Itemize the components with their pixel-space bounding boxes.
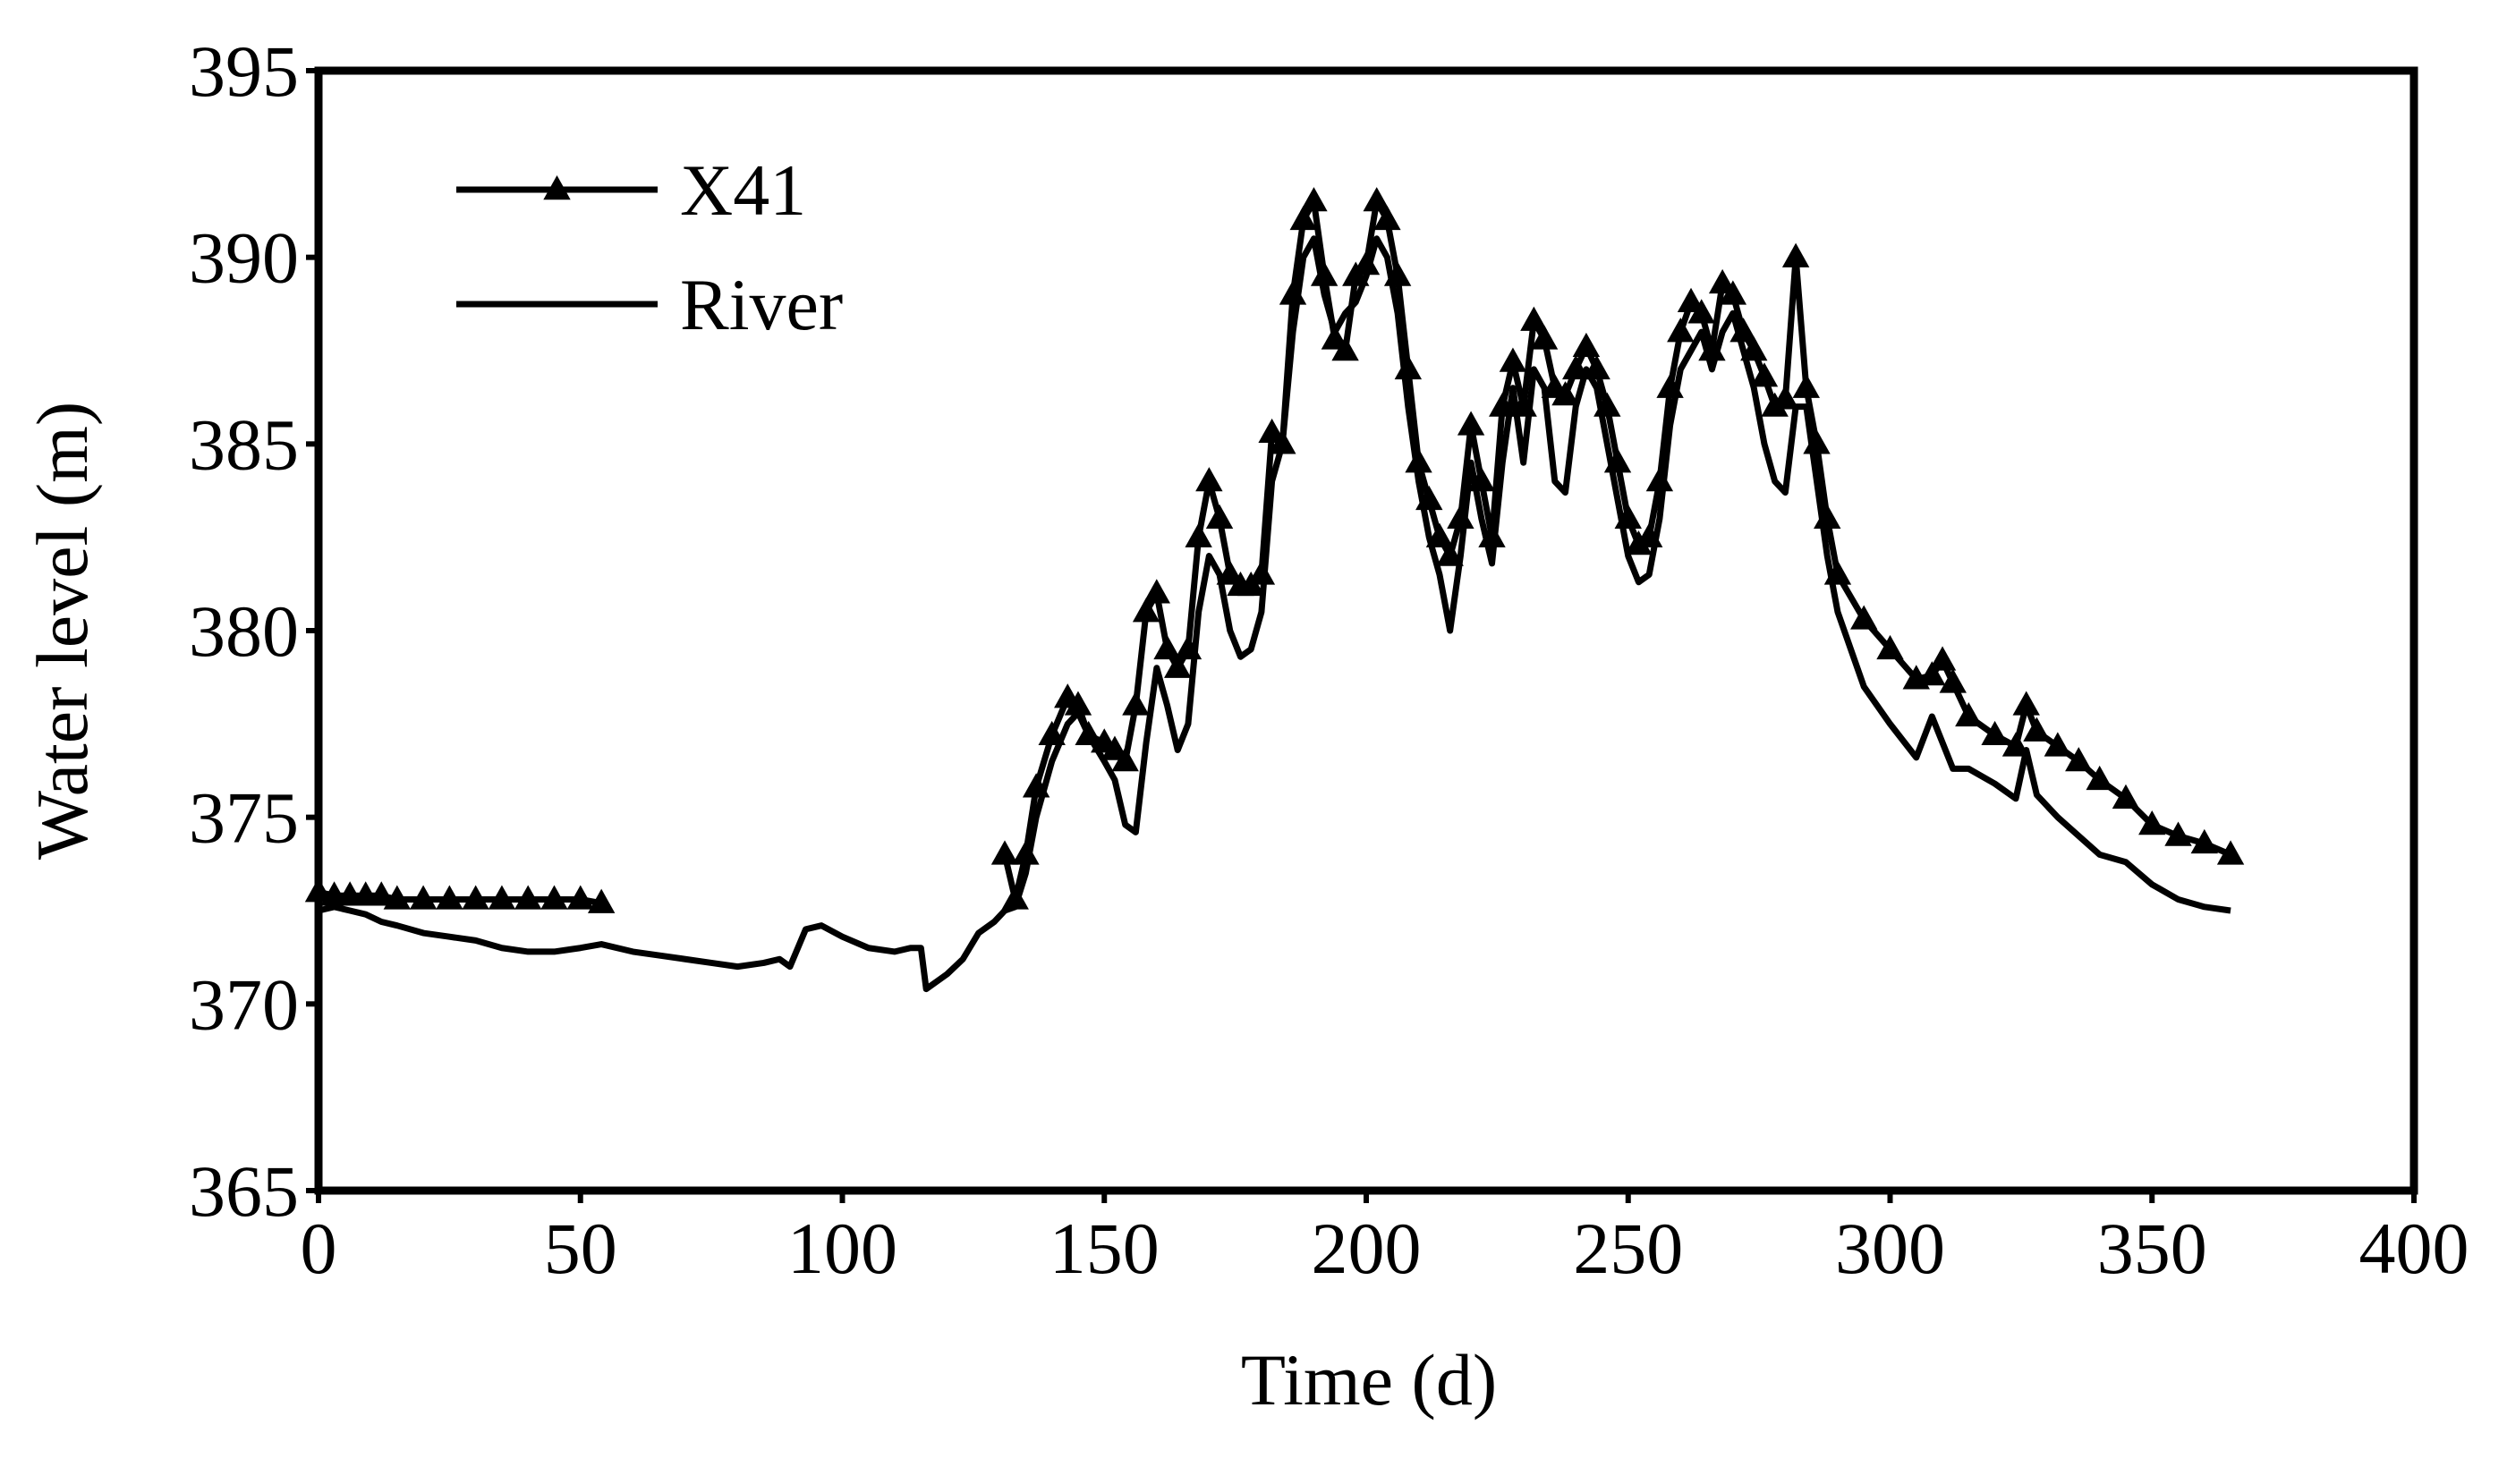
marker [2086, 765, 2113, 791]
marker [1850, 605, 1878, 630]
marker [2023, 717, 2051, 742]
y-tick-label: 365 [189, 1150, 299, 1232]
x-tick-label: 150 [1050, 1208, 1160, 1289]
marker [1394, 354, 1423, 380]
marker [1918, 661, 1946, 686]
marker [1289, 205, 1317, 231]
marker [1876, 634, 1904, 660]
marker [1064, 691, 1092, 716]
marker [2001, 732, 2030, 757]
marker [1530, 325, 1559, 350]
marker [2216, 840, 2245, 865]
y-tick-label: 390 [189, 217, 299, 299]
marker [2164, 821, 2192, 846]
marker [1520, 306, 1548, 331]
marker [1143, 579, 1170, 604]
marker [1373, 205, 1401, 231]
marker [1667, 318, 1695, 343]
legend-label: X41 [680, 149, 806, 231]
marker [540, 885, 568, 910]
y-tick-label: 385 [189, 403, 299, 485]
x-tick-label: 0 [301, 1208, 337, 1289]
marker [1981, 720, 2009, 746]
y-tick-label: 380 [189, 590, 299, 672]
marker [1447, 504, 1474, 529]
marker [1955, 701, 1983, 727]
marker [368, 881, 395, 906]
marker [990, 840, 1019, 865]
x-tick-label: 200 [1312, 1208, 1422, 1289]
marker [2065, 747, 2093, 772]
marker [1331, 336, 1359, 361]
x-tick-label: 100 [787, 1208, 897, 1289]
marker [1205, 504, 1234, 529]
marker [383, 885, 412, 910]
marker [1457, 411, 1485, 436]
marker [1687, 299, 1715, 324]
marker [1645, 467, 1674, 492]
marker [1012, 840, 1040, 865]
marker [2190, 828, 2218, 854]
marker [1111, 747, 1139, 772]
marker [1195, 467, 1223, 492]
marker [1132, 598, 1160, 623]
marker [514, 885, 542, 910]
plot-frame [314, 66, 2418, 1195]
marker [1792, 373, 1821, 398]
y-tick-label: 375 [189, 777, 299, 859]
marker [587, 888, 616, 913]
marker [1772, 385, 1799, 410]
marker [1719, 280, 1747, 305]
marker [2138, 810, 2166, 835]
marker [1247, 560, 1276, 585]
marker [462, 885, 489, 910]
y-tick-label: 395 [189, 30, 299, 112]
marker [2044, 732, 2072, 757]
x-axis-label: Time (d) [1241, 1339, 1497, 1420]
x-tick-label: 50 [544, 1208, 617, 1289]
marker [1310, 261, 1338, 286]
y-tick-label: 370 [189, 963, 299, 1045]
marker [2112, 784, 2140, 809]
marker [1928, 646, 1957, 671]
marker [488, 885, 516, 910]
marker [1781, 242, 1810, 267]
x-tick-label: 350 [2097, 1208, 2207, 1289]
x-tick-label: 250 [1573, 1208, 1683, 1289]
marker [1363, 187, 1390, 212]
y-axis-label: Water level (m) [21, 402, 103, 860]
marker [2012, 691, 2040, 716]
marker [1499, 347, 1527, 372]
marker [1551, 381, 1579, 406]
marker [1352, 250, 1381, 276]
marker [1122, 691, 1150, 716]
x-tick-label: 300 [1835, 1208, 1945, 1289]
marker [409, 885, 438, 910]
legend-marker [543, 175, 571, 200]
x-tick-label: 400 [2359, 1208, 2469, 1289]
series-line [318, 235, 2231, 993]
marker [566, 885, 594, 910]
marker [1750, 362, 1779, 387]
legend-label: River [680, 264, 843, 345]
marker [436, 885, 463, 910]
marker [1164, 653, 1192, 678]
marker [1185, 522, 1212, 547]
marker [1572, 332, 1601, 358]
marker [1153, 634, 1181, 660]
marker [1939, 668, 1967, 693]
marker [1300, 187, 1328, 212]
